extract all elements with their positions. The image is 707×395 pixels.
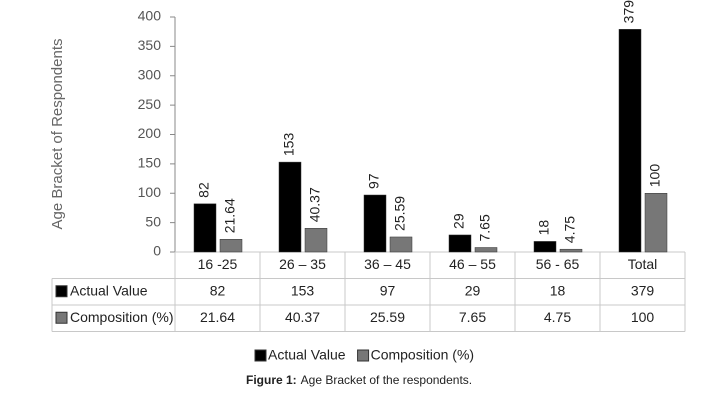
bar <box>644 193 668 253</box>
table-cell: 21.64 <box>200 309 235 325</box>
row-header: Actual Value <box>70 282 148 298</box>
legend-swatch <box>254 349 267 362</box>
data-label: 25.59 <box>392 196 408 231</box>
x-tick-label: 56 - 65 <box>536 256 580 272</box>
bar <box>363 194 387 253</box>
x-tick-label: 36 – 45 <box>364 256 411 272</box>
y-tick-label: 400 <box>138 8 162 24</box>
table-cell: 82 <box>210 282 226 298</box>
caption-text: Age Bracket of the respondents. <box>301 373 472 387</box>
bar <box>389 236 413 253</box>
y-tick-label: 300 <box>138 66 162 82</box>
y-tick-label: 350 <box>138 37 162 53</box>
table-cell: 18 <box>550 282 566 298</box>
row-header: Composition (%) <box>70 309 173 325</box>
y-tick-label: 50 <box>145 213 161 229</box>
legend-swatch <box>55 311 68 324</box>
bar <box>278 161 302 253</box>
bar <box>219 239 243 253</box>
legend-label: Actual Value <box>268 347 346 363</box>
data-label: 4.75 <box>562 216 578 243</box>
bar <box>618 29 642 253</box>
data-label: 153 <box>281 133 297 157</box>
table-cell: 7.65 <box>459 309 486 325</box>
table-cell: 25.59 <box>370 309 405 325</box>
bar <box>193 203 217 253</box>
data-label: 7.65 <box>477 214 493 241</box>
bar <box>559 248 583 253</box>
data-label: 82 <box>196 182 212 198</box>
y-tick-label: 0 <box>153 243 161 259</box>
legend-swatch <box>357 349 370 362</box>
x-tick-label: 46 – 55 <box>449 256 496 272</box>
table-cell: 4.75 <box>544 309 571 325</box>
table-cell: 29 <box>465 282 481 298</box>
data-label: 40.37 <box>307 187 323 222</box>
table-cell: 379 <box>631 282 655 298</box>
legend-label: Composition (%) <box>371 347 474 363</box>
data-label: 97 <box>366 173 382 189</box>
bar <box>304 228 328 253</box>
table-cell: 100 <box>631 309 655 325</box>
y-tick-label: 250 <box>138 96 162 112</box>
data-label: 21.64 <box>222 198 238 233</box>
data-label: 100 <box>647 164 663 188</box>
bar <box>448 234 472 253</box>
y-tick-label: 200 <box>138 125 162 141</box>
caption-label: Figure 1: <box>246 373 297 387</box>
data-label: 29 <box>451 213 467 229</box>
bar <box>533 241 557 253</box>
data-label: 379 <box>621 0 637 23</box>
y-axis-label: Age Bracket of Respondents <box>49 39 66 230</box>
x-tick-label: 16 -25 <box>198 256 238 272</box>
y-tick-label: 100 <box>138 184 162 200</box>
x-tick-label: 26 – 35 <box>279 256 326 272</box>
x-tick-label: Total <box>628 256 658 272</box>
table-cell: 153 <box>291 282 315 298</box>
legend-swatch <box>55 285 68 298</box>
y-tick-label: 150 <box>138 155 162 171</box>
data-label: 18 <box>536 220 552 236</box>
bar <box>474 247 498 253</box>
table-cell: 97 <box>380 282 396 298</box>
table-cell: 40.37 <box>285 309 320 325</box>
